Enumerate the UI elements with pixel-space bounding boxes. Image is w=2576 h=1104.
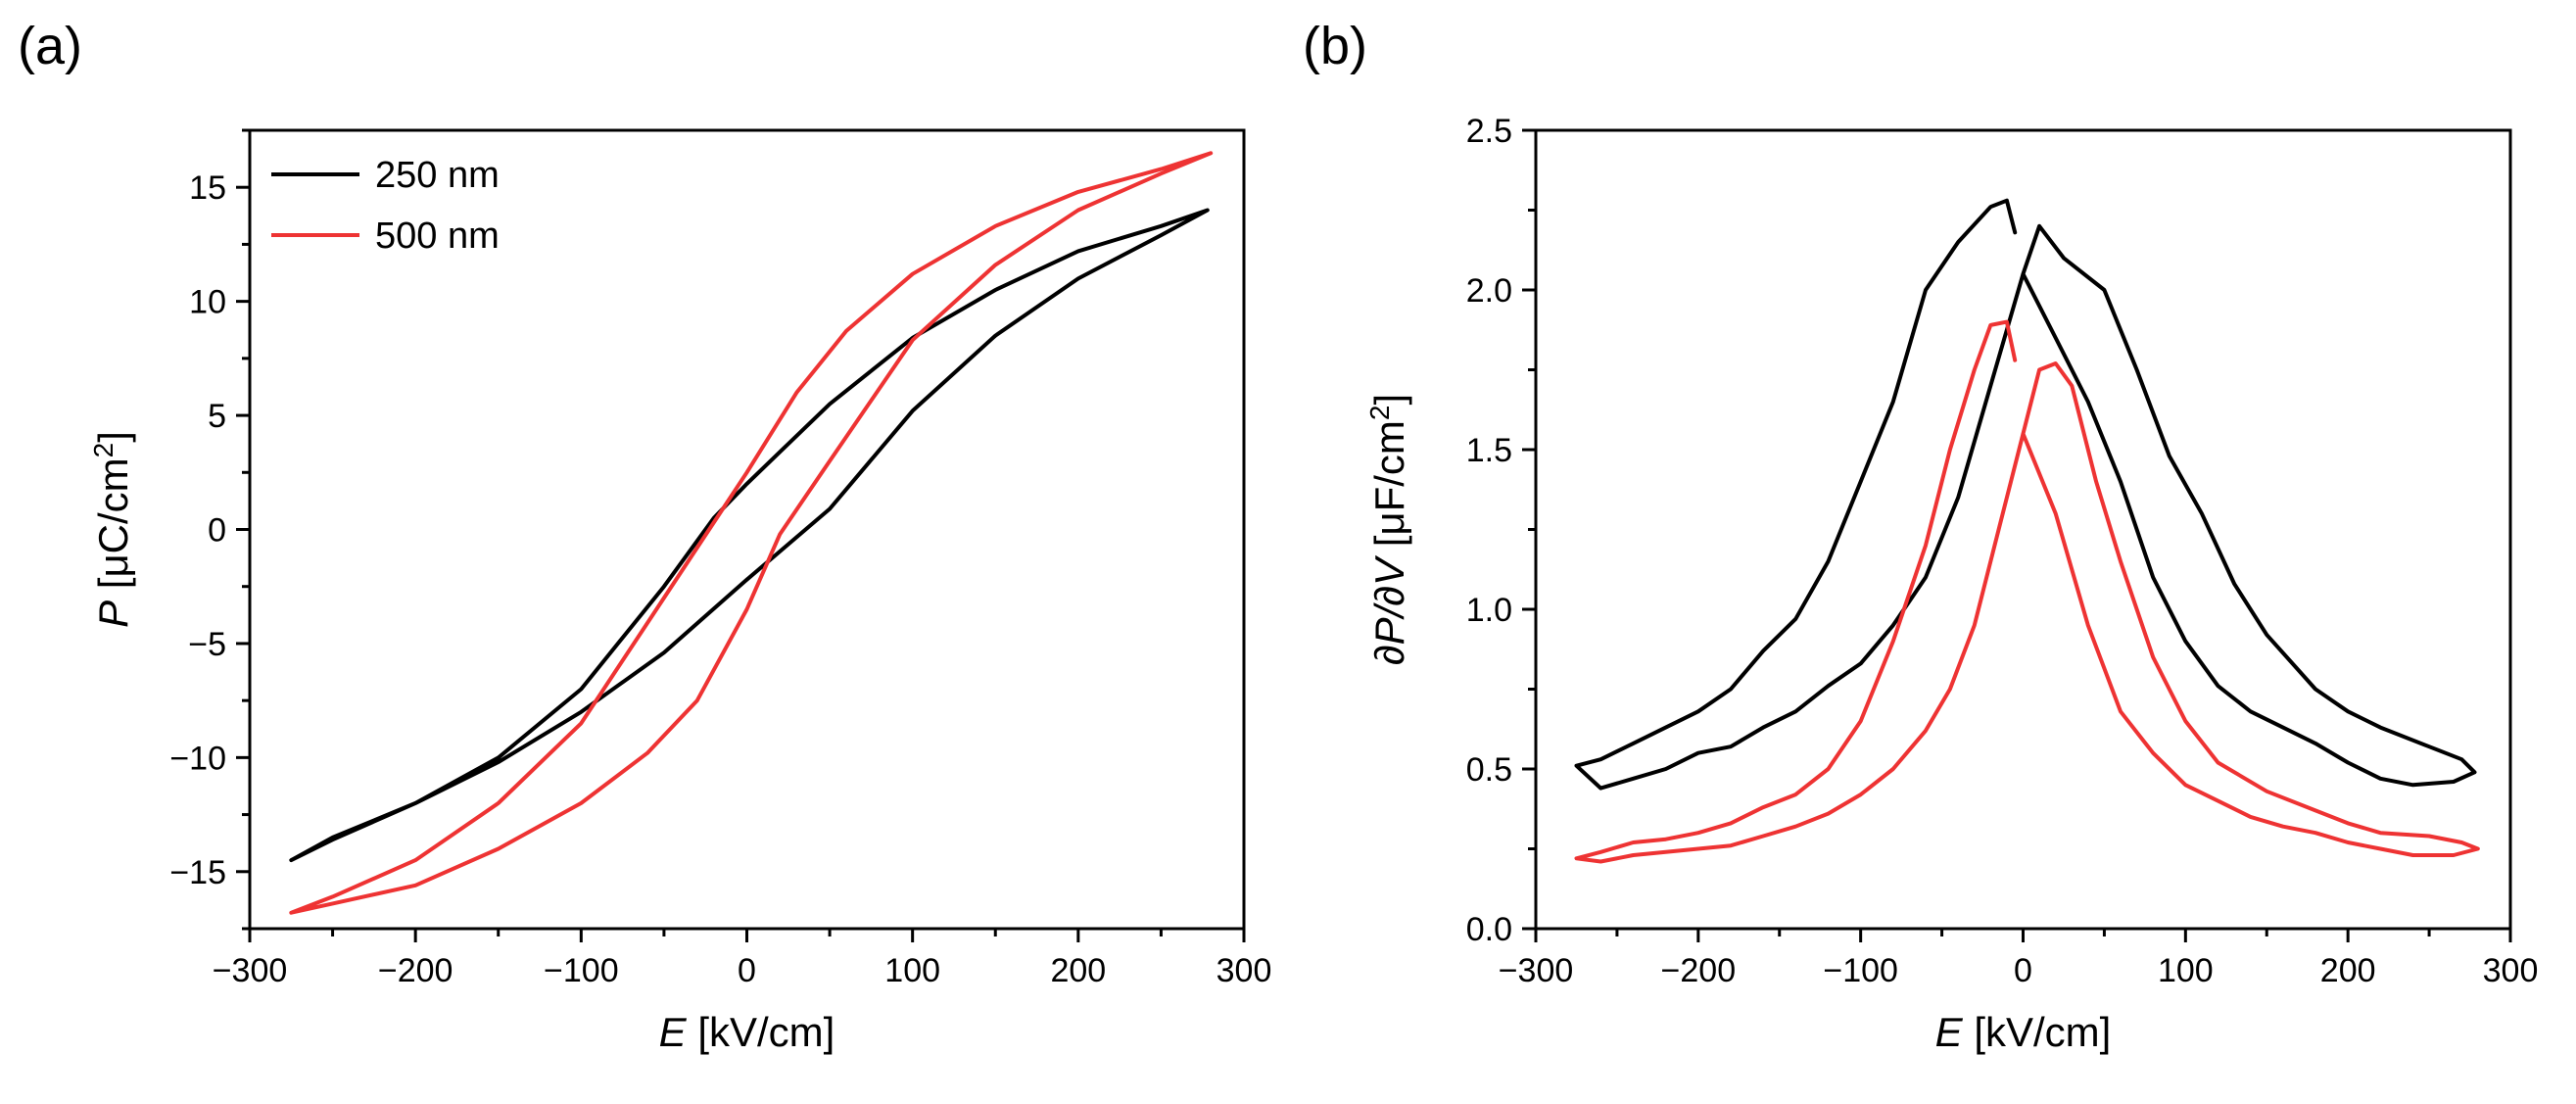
y-tick-label: 15 xyxy=(189,169,226,207)
x-tick-label: 200 xyxy=(2320,952,2376,989)
x-tick-label: −300 xyxy=(1499,952,1574,989)
y-tick-label: 0 xyxy=(208,512,226,550)
x-tick-label: −200 xyxy=(378,952,453,989)
x-tick-label: −100 xyxy=(544,952,619,989)
plot-frame xyxy=(1534,128,2512,931)
y-axis-label: P [μC/cm2] xyxy=(88,431,137,628)
y-tick-label: 1.0 xyxy=(1466,592,1512,629)
series-line-500-nm xyxy=(1574,319,2480,864)
x-tick-label: −100 xyxy=(1823,952,1898,989)
legend-label: 500 nm xyxy=(375,216,500,257)
y-tick-label: 1.5 xyxy=(1466,432,1512,469)
x-axis-label: E [kV/cm] xyxy=(1935,1009,2112,1055)
panel-label-b: (b) xyxy=(1303,17,1367,75)
y-axis-label: ∂P/∂V [μF/cm2] xyxy=(1364,394,1413,665)
y-tick-label: 10 xyxy=(189,284,226,321)
legend-label: 250 nm xyxy=(375,155,500,196)
series-line-250-nm xyxy=(1574,198,2477,791)
chart-a: −300 −200 −100 0 100 200 300 −15 −10 −5 0 5 10 15 E [k… xyxy=(88,128,1272,1055)
y-tick-label: 0.0 xyxy=(1466,911,1512,948)
x-tick-label: −300 xyxy=(213,952,288,989)
y-tick-label: −15 xyxy=(169,854,226,891)
x-tick-label: 300 xyxy=(1216,952,1272,989)
x-tick-label: 0 xyxy=(738,952,756,989)
x-tick-label: 100 xyxy=(2158,952,2214,989)
x-tick-label: 300 xyxy=(2483,952,2539,989)
series-line-250-nm xyxy=(289,208,1210,863)
y-tick-label: 5 xyxy=(208,398,226,435)
x-tick-label: −200 xyxy=(1661,952,1737,989)
panel-label-a: (a) xyxy=(18,17,82,75)
x-axis-label: E [kV/cm] xyxy=(659,1009,835,1055)
y-tick-label: −10 xyxy=(169,740,226,777)
y-tick-label: 0.5 xyxy=(1466,751,1512,789)
x-tick-label: 100 xyxy=(884,952,940,989)
y-tick-label: 2.0 xyxy=(1466,272,1512,310)
chart-b: −300 −200 −100 0 100 200 300 0.0 0.5 1.0 1.5 2.0 2.5… xyxy=(1364,113,2539,1055)
y-tick-label: −5 xyxy=(188,626,226,663)
x-tick-label: 200 xyxy=(1050,952,1106,989)
y-tick-label: 2.5 xyxy=(1466,113,1512,150)
x-tick-label: 0 xyxy=(2014,952,2032,989)
series-line-500-nm xyxy=(289,151,1214,915)
